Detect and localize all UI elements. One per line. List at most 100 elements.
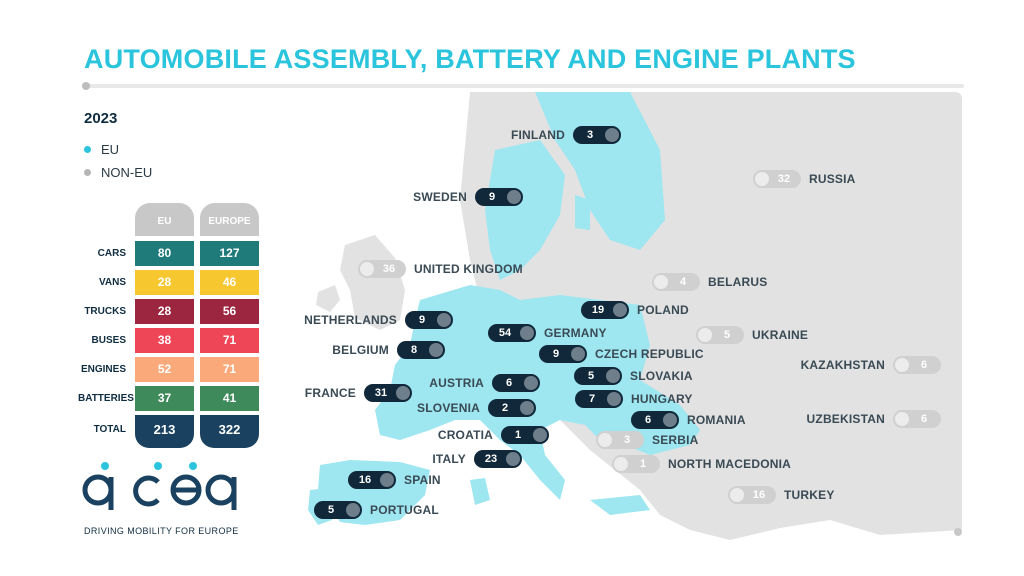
table-row-label: TRUCKS [84, 306, 126, 317]
marker-france: 31 [364, 384, 412, 402]
marker-netherlands: 9 [405, 311, 453, 329]
marker-spain: 16 [348, 471, 396, 489]
divider-dot [82, 82, 90, 90]
column-header-europe: EUROPE [200, 203, 259, 236]
marker-knob-icon [605, 128, 619, 142]
marker-value: 5 [723, 329, 731, 341]
marker-value: 8 [410, 344, 418, 356]
table-cell-eu: 28 [135, 270, 194, 295]
country-label-ukraine: UKRAINE [752, 328, 809, 342]
country-label-spain: SPAIN [404, 473, 441, 487]
country-label-slovenia: SLOVENIA [417, 401, 480, 415]
table-total-eu: 213 [135, 415, 194, 448]
year-label: 2023 [84, 110, 118, 127]
marker-knob-icon [520, 326, 534, 340]
marker-united-kingdom: 36 [358, 260, 406, 278]
country-label-finland: FINLAND [510, 128, 565, 142]
marker-kazakhstan: 6 [893, 356, 941, 374]
country-label-north-macedonia: NORTH MACEDONIA [668, 457, 791, 471]
country-label-czech-republic: CZECH REPUBLIC [595, 347, 704, 361]
acea-logo [82, 462, 237, 510]
country-label-kazakhstan: KAZAKHSTAN [800, 358, 885, 372]
table-cell-eu: 52 [135, 357, 194, 382]
marker-knob-icon [755, 172, 769, 186]
table-cell-eu: 38 [135, 328, 194, 353]
table-cell-europe: 127 [200, 241, 259, 266]
column-header-eu: EU [135, 203, 194, 236]
country-label-uzbekistan: UZBEKISTAN [806, 412, 885, 426]
country-label-turkey: TURKEY [784, 488, 835, 502]
country-label-france: FRANCE [304, 386, 356, 400]
marker-north-macedonia: 1 [612, 455, 660, 473]
marker-knob-icon [663, 413, 677, 427]
country-label-portugal: PORTUGAL [370, 503, 439, 517]
table-total-label: TOTAL [93, 424, 126, 435]
marker-knob-icon [571, 347, 585, 361]
marker-knob-icon [360, 262, 374, 276]
country-label-belarus: BELARUS [708, 275, 768, 289]
marker-sweden: 9 [475, 188, 523, 206]
marker-value: 7 [588, 393, 596, 405]
marker-russia: 32 [753, 170, 801, 188]
country-label-italy: ITALY [432, 452, 466, 466]
table-cell-europe: 56 [200, 299, 259, 324]
country-label-united-kingdom: UNITED KINGDOM [414, 262, 523, 276]
marker-knob-icon [895, 412, 909, 426]
marker-croatia: 1 [501, 426, 549, 444]
marker-belgium: 8 [397, 341, 445, 359]
marker-value: 1 [639, 458, 647, 470]
marker-hungary: 7 [575, 390, 623, 408]
marker-finland: 3 [573, 126, 621, 144]
table-row-label: VANS [98, 277, 126, 288]
marker-knob-icon [507, 190, 521, 204]
marker-knob-icon [346, 503, 360, 517]
marker-knob-icon [730, 488, 744, 502]
legend-eu-label: EU [101, 142, 120, 157]
marker-value: 32 [777, 173, 791, 185]
table-cell-europe: 71 [200, 357, 259, 382]
marker-value: 16 [358, 474, 372, 486]
marker-belarus: 4 [652, 273, 700, 291]
marker-value: 6 [644, 414, 652, 426]
table-row-label: ENGINES [80, 364, 126, 375]
marker-knob-icon [429, 343, 443, 357]
marker-knob-icon [607, 392, 621, 406]
country-label-slovakia: SLOVAKIA [630, 369, 693, 383]
map-frame-dot [954, 528, 962, 536]
marker-knob-icon [506, 452, 520, 466]
marker-value: 9 [418, 314, 426, 326]
page-title: AUTOMOBILE ASSEMBLY, BATTERY AND ENGINE … [84, 44, 856, 74]
table-row-label: BUSES [91, 335, 126, 346]
marker-knob-icon [598, 433, 612, 447]
country-label-hungary: HUNGARY [631, 392, 693, 406]
country-label-russia: RUSSIA [809, 172, 856, 186]
country-label-sweden: SWEDEN [413, 190, 467, 204]
table-cell-eu: 37 [135, 386, 194, 411]
marker-value: 3 [623, 434, 631, 446]
marker-value: 5 [587, 370, 595, 382]
country-label-croatia: CROATIA [437, 428, 493, 442]
country-label-netherlands: NETHERLANDS [304, 313, 397, 327]
marker-ukraine: 5 [696, 326, 744, 344]
marker-value: 16 [752, 489, 766, 501]
country-label-austria: AUSTRIA [429, 376, 484, 390]
marker-turkey: 16 [728, 486, 776, 504]
table-row-label: CARS [97, 248, 126, 259]
marker-poland: 19 [581, 301, 629, 319]
table-cell-europe: 71 [200, 328, 259, 353]
marker-value: 3 [586, 129, 594, 141]
country-label-poland: POLAND [637, 303, 689, 317]
country-label-belgium: BELGIUM [332, 343, 389, 357]
marker-value: 5 [327, 504, 335, 516]
marker-romania: 6 [631, 411, 679, 429]
eu-dot-icon [84, 146, 91, 153]
marker-uzbekistan: 6 [893, 410, 941, 428]
marker-germany: 54 [488, 324, 536, 342]
marker-slovenia: 2 [488, 399, 536, 417]
table-cell-europe: 41 [200, 386, 259, 411]
marker-value: 4 [679, 276, 687, 288]
marker-knob-icon [524, 376, 538, 390]
marker-value: 9 [488, 191, 496, 203]
marker-knob-icon [533, 428, 547, 442]
marker-knob-icon [380, 473, 394, 487]
